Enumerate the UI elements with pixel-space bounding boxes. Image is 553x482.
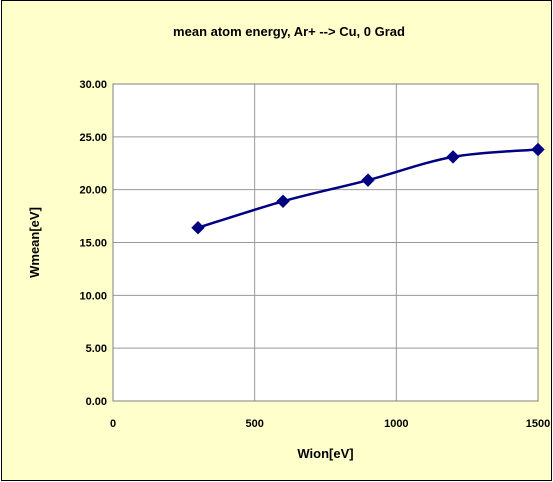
plot-border — [112, 83, 539, 402]
gridlines — [113, 84, 538, 401]
x-tick-label: 1000 — [384, 418, 408, 430]
series-layer — [191, 142, 545, 235]
y-tick-label: 5.00 — [86, 343, 107, 355]
y-tick-label: 0.00 — [86, 396, 107, 408]
x-tick-label: 500 — [245, 418, 263, 430]
data-point-marker — [276, 194, 290, 208]
data-point-marker — [361, 173, 375, 187]
y-tick-label: 15.00 — [79, 238, 107, 250]
y-axis-label: Wmean[eV] — [27, 207, 42, 278]
x-axis-label: Wion[eV] — [297, 446, 353, 461]
chart-title: mean atom energy, Ar+ --> Cu, 0 Grad — [173, 24, 405, 39]
y-tick-label: 10.00 — [79, 290, 107, 302]
y-tick-label: 20.00 — [79, 185, 107, 197]
data-point-marker — [531, 142, 545, 157]
data-point-marker — [446, 150, 460, 164]
x-tick-label: 1500 — [526, 418, 550, 430]
tick-labels: 0.00 5.00 10.00 15.00 20.00 25.00 30.00 0 500 100… — [79, 79, 550, 430]
x-tick-label: 0 — [110, 418, 116, 430]
y-tick-label: 25.00 — [79, 132, 107, 144]
y-tick-label: 30.00 — [79, 79, 107, 91]
data-point-marker — [191, 220, 205, 235]
